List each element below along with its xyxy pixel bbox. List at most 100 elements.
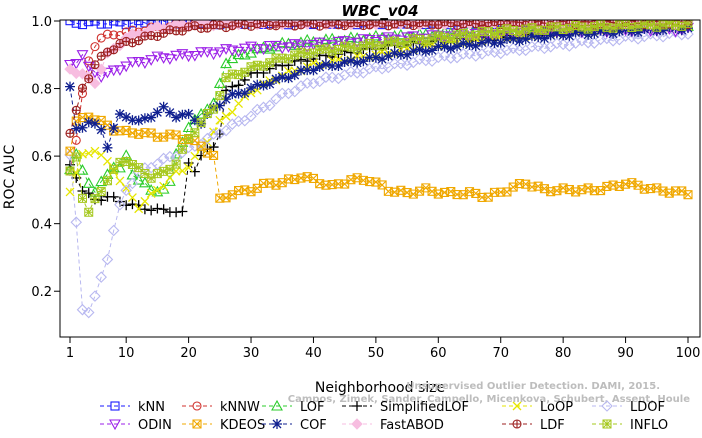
- data-point: [101, 253, 114, 266]
- data-point: [589, 22, 599, 32]
- data-point: [77, 122, 88, 133]
- data-point: [140, 196, 150, 206]
- data-point: [302, 49, 312, 59]
- data-point: [263, 99, 276, 112]
- data-point: [146, 112, 157, 123]
- data-point: [127, 160, 137, 170]
- data-point: [557, 38, 569, 51]
- data-point: [527, 23, 537, 33]
- data-point: [301, 33, 314, 45]
- data-point: [415, 34, 425, 44]
- data-point: [526, 40, 538, 53]
- data-point: [233, 80, 244, 91]
- data-point: [177, 144, 187, 154]
- data-point: [65, 128, 75, 138]
- data-point: [483, 27, 493, 37]
- data-point: [77, 193, 87, 203]
- data-point: [158, 101, 169, 112]
- data-point: [308, 48, 318, 58]
- legend-label: kNNW: [220, 400, 260, 415]
- data-point: [65, 166, 75, 176]
- data-point: [315, 44, 325, 54]
- legend-marker: [192, 401, 202, 411]
- data-point: [102, 20, 113, 29]
- data-point: [259, 61, 269, 71]
- data-point: [96, 187, 106, 197]
- data-point: [189, 115, 200, 126]
- data-point: [120, 184, 132, 197]
- data-point: [683, 20, 693, 28]
- data-point: [109, 20, 119, 26]
- x-tick-label: 40: [305, 346, 322, 361]
- legend-marker: [110, 401, 120, 411]
- legend-item-lof: LOF: [262, 399, 325, 415]
- data-point: [184, 133, 194, 143]
- data-point: [184, 163, 194, 173]
- data-point: [220, 124, 232, 137]
- legend-label: LOF: [300, 400, 325, 415]
- data-point: [538, 42, 551, 55]
- data-point: [433, 31, 443, 41]
- legend-label: ODIN: [138, 418, 172, 433]
- data-point: [152, 185, 162, 195]
- data-point: [438, 49, 451, 62]
- data-point: [614, 181, 624, 191]
- data-point: [501, 34, 512, 45]
- data-point: [470, 40, 481, 51]
- data-point: [208, 142, 219, 153]
- data-point: [109, 30, 119, 40]
- data-point: [413, 53, 426, 65]
- legend-marker: [351, 418, 363, 430]
- data-point: [109, 45, 119, 55]
- data-point: [213, 47, 226, 59]
- data-point: [414, 44, 425, 55]
- data-point: [452, 30, 462, 40]
- series-line: [69, 116, 689, 199]
- data-point: [138, 58, 151, 69]
- data-point: [64, 59, 76, 71]
- data-point: [171, 159, 181, 169]
- data-point: [432, 51, 445, 64]
- data-point: [551, 28, 562, 39]
- data-point: [396, 185, 406, 195]
- data-point: [71, 105, 81, 115]
- data-point: [221, 94, 232, 105]
- data-point: [307, 77, 320, 90]
- x-tick-label: 10: [118, 346, 135, 361]
- data-point: [446, 33, 456, 43]
- legend-item-fastabod: FastABOD: [342, 418, 444, 433]
- data-point: [295, 65, 306, 76]
- data-point: [102, 142, 113, 153]
- data-point: [595, 25, 606, 36]
- data-point: [282, 87, 295, 100]
- data-point: [602, 22, 612, 32]
- data-point: [71, 152, 81, 162]
- data-point: [276, 36, 289, 48]
- data-point: [164, 107, 175, 118]
- data-point: [589, 28, 600, 39]
- data-point: [608, 28, 619, 39]
- data-point: [207, 49, 220, 61]
- chart-title: WBC_v04: [341, 2, 418, 20]
- data-point: [570, 27, 581, 38]
- data-point: [445, 52, 457, 64]
- x-axis-label: Neighborhood size: [315, 380, 445, 396]
- data-point: [114, 198, 126, 211]
- data-point: [127, 115, 138, 126]
- data-point: [257, 44, 270, 56]
- data-point: [488, 46, 501, 58]
- data-point: [176, 146, 189, 159]
- data-point: [596, 20, 606, 30]
- data-point: [408, 46, 419, 57]
- data-point: [265, 58, 275, 68]
- data-point: [571, 187, 581, 197]
- legend-marker: [352, 401, 362, 411]
- data-point: [65, 81, 75, 92]
- legend-item-knn: kNN: [100, 400, 165, 415]
- data-point: [288, 85, 301, 98]
- data-point: [458, 38, 469, 49]
- data-point: [402, 37, 412, 47]
- data-point: [121, 200, 132, 211]
- data-point: [320, 59, 331, 70]
- legend-label: kNN: [138, 400, 165, 415]
